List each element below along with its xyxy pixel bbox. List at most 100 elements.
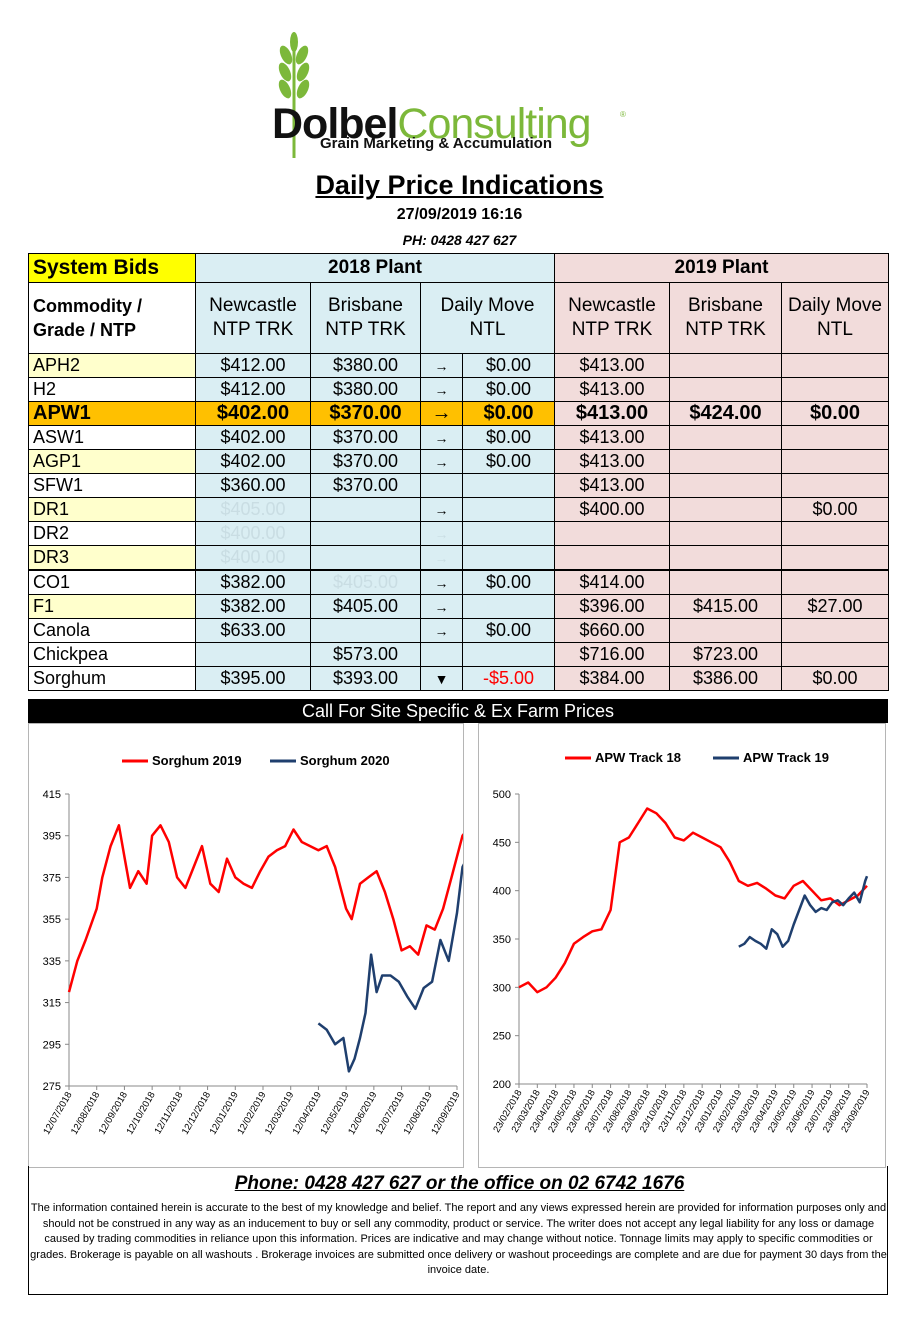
move-arrow-icon: → bbox=[420, 545, 463, 571]
daily-move-2019-header: Daily Move NTL bbox=[780, 282, 890, 354]
commodity-name: F1 bbox=[28, 594, 196, 619]
x-tick-label: 12/09/2019 bbox=[429, 1090, 462, 1137]
y-tick-label: 355 bbox=[43, 914, 61, 926]
newcastle-2018-price: $400.00 bbox=[195, 545, 311, 571]
newcastle-2019-price: $413.00 bbox=[554, 473, 670, 498]
y-tick-label: 335 bbox=[43, 956, 61, 968]
brisbane-2018-header: Brisbane NTP TRK bbox=[310, 282, 421, 354]
commodity-name: H2 bbox=[28, 377, 196, 402]
daily-move-2018 bbox=[462, 594, 555, 619]
page-title: Daily Price Indications bbox=[315, 170, 604, 200]
newcastle-2018-price: $402.00 bbox=[195, 401, 311, 426]
brisbane-2019-price: $386.00 bbox=[669, 666, 782, 691]
daily-move-2019 bbox=[780, 473, 890, 498]
newcastle-2018-price: $412.00 bbox=[195, 377, 311, 402]
brisbane-2018-price: $370.00 bbox=[310, 473, 421, 498]
move-arrow-icon: → bbox=[420, 594, 463, 619]
y-tick-label: 415 bbox=[43, 789, 61, 801]
newcastle-2019-price: $413.00 bbox=[554, 353, 670, 378]
series-line bbox=[67, 824, 463, 993]
brisbane-2019-price bbox=[669, 521, 782, 546]
newcastle-2018-price: $382.00 bbox=[195, 594, 311, 619]
newcastle-2019-price: $413.00 bbox=[554, 377, 670, 402]
table-row: Canola $633.00 → $0.00 $660.00 bbox=[28, 618, 890, 643]
newcastle-2018-price: $412.00 bbox=[195, 353, 311, 378]
move-arrow-icon: → bbox=[420, 497, 463, 522]
move-arrow-icon bbox=[420, 473, 463, 498]
commodity-name: CO1 bbox=[28, 569, 196, 595]
daily-move-2018 bbox=[462, 642, 555, 667]
newcastle-2018-price: $402.00 bbox=[195, 449, 311, 474]
move-arrow-icon: → bbox=[420, 425, 463, 450]
brisbane-2018-price: $405.00 bbox=[310, 569, 421, 595]
move-arrow-icon: → bbox=[420, 521, 463, 546]
newcastle-2019-price: $384.00 bbox=[554, 666, 670, 691]
brisbane-2018-price: $370.00 bbox=[310, 425, 421, 450]
commodity-name: Canola bbox=[28, 618, 196, 643]
legend-label: Sorghum 2020 bbox=[300, 753, 390, 768]
brisbane-2018-price bbox=[310, 521, 421, 546]
y-tick-label: 450 bbox=[493, 837, 511, 849]
table-row: H2 $412.00 $380.00 → $0.00 $413.00 bbox=[28, 377, 890, 402]
newcastle-2019-price bbox=[554, 521, 670, 546]
brand-name: DolbelConsulting bbox=[272, 100, 592, 148]
daily-move-2019 bbox=[780, 642, 890, 667]
daily-move-2018-header: Daily Move NTL bbox=[420, 282, 555, 354]
y-tick-label: 375 bbox=[43, 872, 61, 884]
series-line bbox=[518, 807, 868, 994]
brisbane-2018-price: $393.00 bbox=[310, 666, 421, 691]
series-line bbox=[317, 863, 463, 1073]
daily-move-2019 bbox=[780, 545, 890, 571]
table-row: DR3 $400.00 → bbox=[28, 545, 890, 571]
daily-move-2018: $0.00 bbox=[462, 449, 555, 474]
table-row: APH2 $412.00 $380.00 → $0.00 $413.00 bbox=[28, 353, 890, 378]
legend-label: APW Track 19 bbox=[743, 750, 829, 765]
y-tick-label: 295 bbox=[43, 1039, 61, 1051]
move-arrow-icon: → bbox=[420, 401, 463, 426]
brisbane-2019-price bbox=[669, 473, 782, 498]
newcastle-2018-price: $633.00 bbox=[195, 618, 311, 643]
brisbane-2019-price bbox=[669, 449, 782, 474]
commodity-name: ASW1 bbox=[28, 425, 196, 450]
report-datetime: 27/09/2019 16:16 bbox=[396, 206, 523, 223]
brisbane-2018-price: $370.00 bbox=[310, 401, 421, 426]
table-row: DR1 $405.00 → $400.00 $0.00 bbox=[28, 497, 890, 522]
move-arrow-icon: ▼ bbox=[420, 666, 463, 691]
daily-move-2019 bbox=[780, 449, 890, 474]
table-row: DR2 $400.00 → bbox=[28, 521, 890, 546]
commodity-name: APW1 bbox=[28, 401, 196, 426]
daily-move-2018 bbox=[462, 473, 555, 498]
table-row: AGP1 $402.00 $370.00 → $0.00 $413.00 bbox=[28, 449, 890, 474]
brisbane-2019-price bbox=[669, 618, 782, 643]
newcastle-2018-price: $405.00 bbox=[195, 497, 311, 522]
table-row: CO1 $382.00 $405.00 → $0.00 $414.00 bbox=[28, 569, 890, 595]
y-tick-label: 200 bbox=[493, 1079, 511, 1091]
brisbane-2019-price bbox=[669, 545, 782, 571]
newcastle-2018-price: $400.00 bbox=[195, 521, 311, 546]
daily-move-2018 bbox=[462, 545, 555, 571]
daily-move-2018: $0.00 bbox=[462, 569, 555, 595]
brisbane-2019-price bbox=[669, 377, 782, 402]
newcastle-2019-price: $413.00 bbox=[554, 449, 670, 474]
move-arrow-icon: → bbox=[420, 353, 463, 378]
daily-move-2018: $0.00 bbox=[462, 425, 555, 450]
commodity-name: DR3 bbox=[28, 545, 196, 571]
y-tick-label: 395 bbox=[43, 831, 61, 843]
newcastle-2019-price: $396.00 bbox=[554, 594, 670, 619]
price-rows: APH2 $412.00 $380.00 → $0.00 $413.00 H2 $412.00… bbox=[28, 353, 890, 691]
newcastle-2019-price: $716.00 bbox=[554, 642, 670, 667]
daily-move-2018 bbox=[462, 521, 555, 546]
daily-move-2019 bbox=[780, 377, 890, 402]
header-phone: PH: 0428 427 627 bbox=[402, 232, 517, 248]
daily-move-2018: $0.00 bbox=[462, 353, 555, 378]
y-tick-label: 275 bbox=[43, 1081, 61, 1093]
daily-move-2018: $0.00 bbox=[462, 401, 555, 426]
daily-move-2018: $0.00 bbox=[462, 618, 555, 643]
y-tick-label: 400 bbox=[493, 886, 511, 898]
move-arrow-icon: → bbox=[420, 449, 463, 474]
brisbane-2019-price bbox=[669, 425, 782, 450]
daily-move-2018 bbox=[462, 497, 555, 522]
legend-label: APW Track 18 bbox=[595, 750, 681, 765]
brisbane-2018-price bbox=[310, 497, 421, 522]
move-arrow-icon bbox=[420, 642, 463, 667]
